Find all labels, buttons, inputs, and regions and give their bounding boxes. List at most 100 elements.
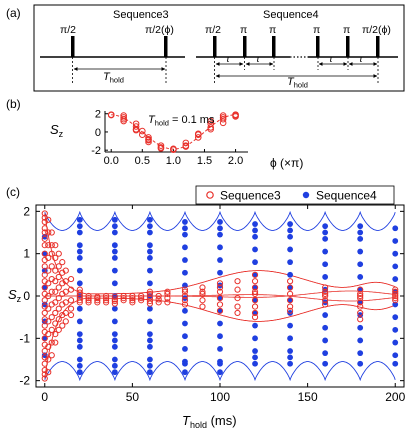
sequence4-point [182,333,188,340]
sequence3-point [52,278,59,285]
sequence3-point [67,305,75,312]
sequence3-point [67,297,75,304]
sequence4-point [287,360,293,367]
sequence3-point [286,284,294,291]
sequence4-point [147,356,153,363]
sequence4-point [111,216,118,223]
sequence3-point [164,290,171,297]
sequence3-point [48,263,55,270]
sequence4-point [252,233,258,240]
sequence3-point [62,267,69,274]
sequence4-point [147,242,153,249]
panel-c-series-sequence4 [41,216,399,376]
sequence4-point [357,235,364,242]
sequence4-point [41,284,48,291]
panel-b-point [219,112,227,119]
legend: Sequence3 Sequence4 [195,185,395,205]
sequence3-point [85,297,92,304]
seq3-pulse-1 [71,36,75,57]
seq3-pulse-2-label: π/2(ϕ) [145,24,174,36]
sequence4-point [76,305,83,312]
sequence4-point [111,280,118,287]
sequence4-point [147,267,153,274]
sequence3-point [52,330,59,338]
panel-b-point [157,144,165,151]
sequence3-point [85,292,92,300]
sequence3-point [41,309,48,317]
sequence4-envelope-lower [44,361,396,382]
sequence3-point [48,229,55,236]
panel-b-point [194,131,202,138]
sequence3-point [392,290,399,297]
sequence4-point [392,360,399,367]
sequence3-point [48,250,55,257]
sequence4-point [182,244,188,251]
sequence4-point [322,324,329,331]
sequence3-point [111,296,118,303]
sequence4-point [182,369,188,376]
sequence4-point [76,318,83,325]
sequence3-point [322,290,329,297]
sequence3-point [286,297,294,304]
sequence4-point [147,343,153,350]
panel-b-xlabel: ϕ (×π) [270,156,303,170]
sequence3-point [392,295,399,302]
sequence4-point [76,216,83,223]
sequence3-point [216,295,224,302]
panel-b-xtick-label: 0.0 [104,155,119,167]
sequence3-point [45,305,52,312]
sequence3-point [146,297,154,305]
sequence4-point [357,360,364,367]
sequence4-point [322,337,329,344]
sequence3-point [181,292,189,300]
sequence3-point [45,356,52,363]
sequence4-point [357,350,364,357]
sequence4-point [357,248,364,255]
sequence4-point [182,231,188,238]
sequence3-point [52,299,59,306]
sequence4-point [147,337,153,344]
panel-b-fit-line [111,114,236,150]
sequence4-point [217,219,223,225]
sequence3-point [357,299,364,306]
sequence3-point [286,290,294,297]
panel-c: (c) 0 50 100 150 200 2 1 0 -1 -2 Sz Thold (ms) Se… [6,185,406,430]
sequence4-point [392,276,399,282]
sequence4-point [111,229,118,236]
panel-c-ylabel: Sz [8,287,22,304]
sequence3-point [52,267,59,274]
legend-label-sequence3: Sequence3 [220,189,281,203]
sequence3-point [234,286,241,293]
sequence4-point [252,354,258,361]
seq4-pulse-pi-2 [272,36,276,57]
sequence4-point [182,360,188,367]
sequence3-point [181,286,189,293]
panel-b-xtick-label: 0.5 [135,155,150,167]
seq4-tau-label-2: τ [256,54,261,65]
sequence3-point [41,360,48,367]
sequence4-point [147,280,153,287]
seq4-tau-label-3: τ [329,54,334,65]
sequence3-point [59,322,66,329]
sequence4-point [147,248,153,255]
sequence3-point [216,301,224,308]
legend-marker-sequence4 [302,191,310,199]
sequence4-point [76,242,83,249]
panel-c-xtick-label: 0 [41,390,48,404]
sequence3-point [41,347,48,355]
panel-c-ytick-label: -2 [19,374,30,388]
sequence3-point [234,309,241,317]
panel-a: (a) Sequence3 π/2 π/2(ϕ) Thold Sequence4… [6,4,405,92]
sequence4-point [147,305,153,312]
sequence3-point [251,284,259,291]
sequence3-point [45,318,52,325]
sequence3-point [181,297,189,304]
seq4-pulse-pi-1 [243,36,247,57]
sequence3-point [55,284,62,291]
panel-c-ytick-label: 0 [23,289,30,303]
sequence4-point [217,333,223,340]
sequence3-point [392,297,399,304]
sequence4-point [357,229,364,236]
sequence4-point [322,360,329,367]
sequence3-point [129,295,136,302]
